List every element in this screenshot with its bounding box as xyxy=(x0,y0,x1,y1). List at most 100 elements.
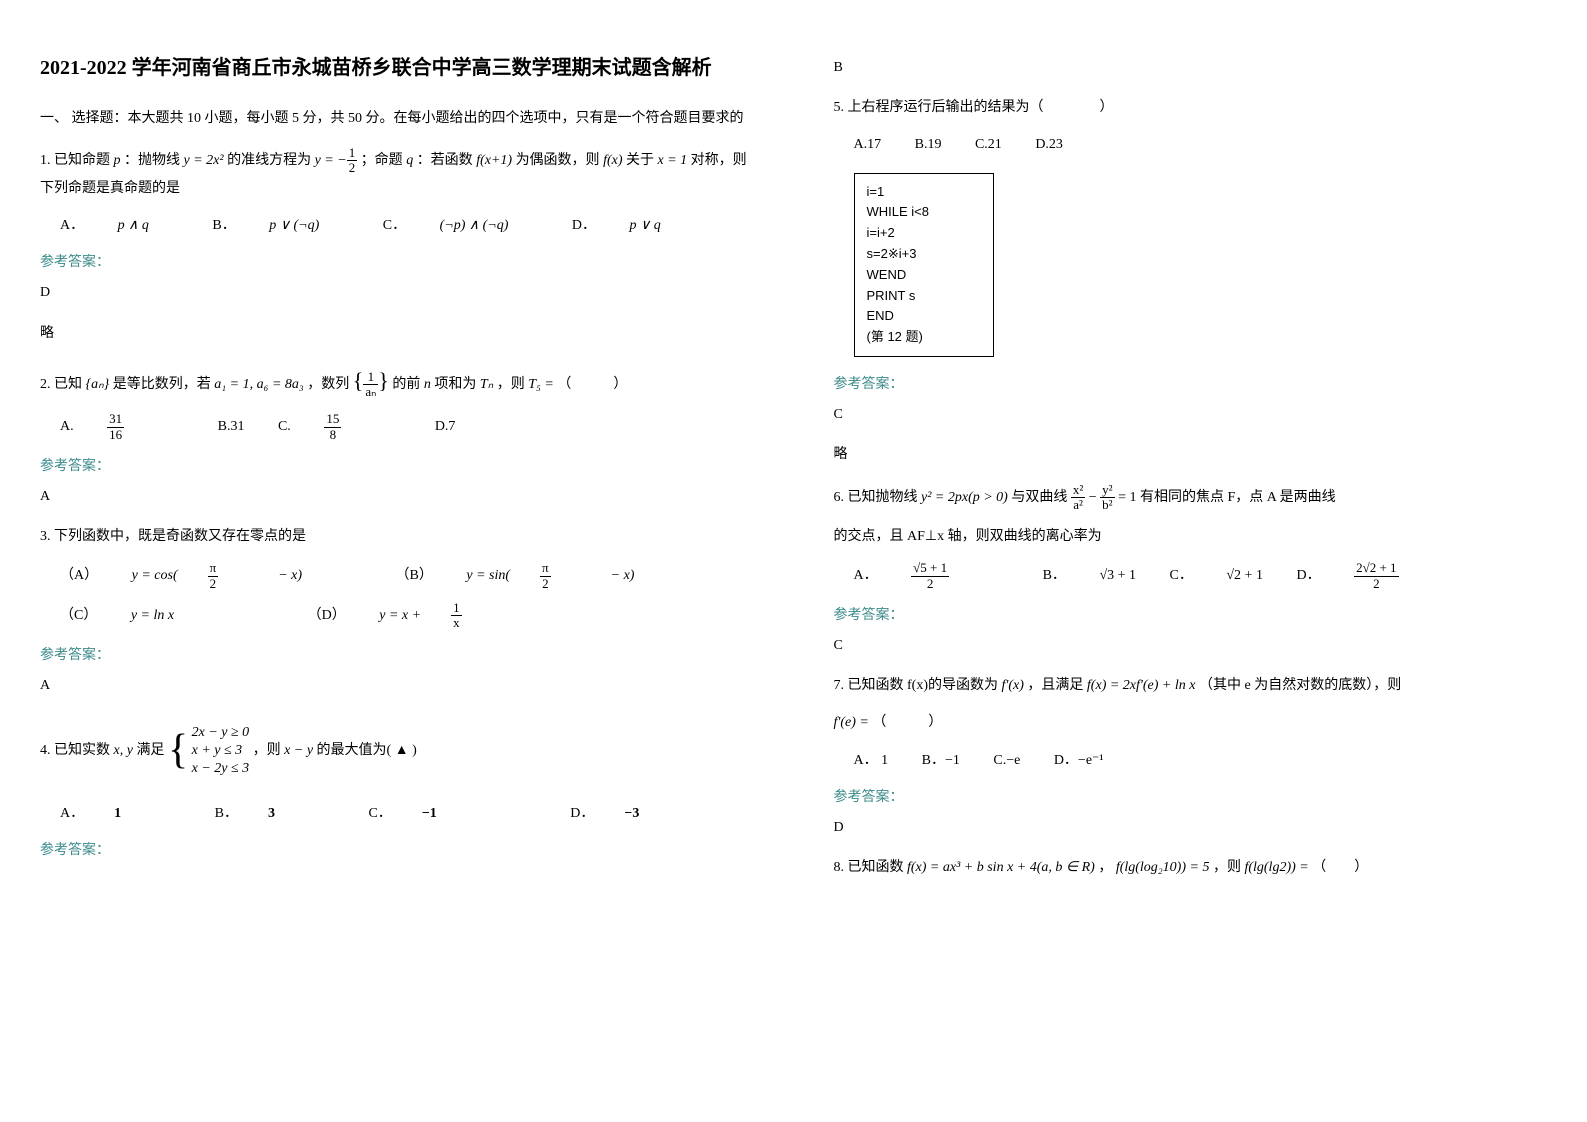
code-l1: i=1 xyxy=(867,182,981,203)
question-4: 4. 已知实数 x, y 满足 { 2x − y ≥ 0 x + y ≤ 3 x… xyxy=(40,713,754,789)
q3-optC: （C） xyxy=(60,603,97,628)
q2-answer-label: 参考答案： xyxy=(40,454,754,479)
q8-p1: ， xyxy=(1098,860,1112,875)
code-l4: s=2※i+3 xyxy=(867,244,981,265)
q6-optC: C． xyxy=(1170,563,1193,588)
q7-p3: （ ） xyxy=(872,715,942,730)
q4-optCv: −1 xyxy=(422,806,437,821)
q5-options: A.17 B.19 C.21 D.23 xyxy=(854,132,1548,157)
q2-optC: C. xyxy=(278,414,291,439)
q1-optC: C． xyxy=(383,213,406,238)
page-title: 2021-2022 学年河南省商丘市永城苗桥乡联合中学高三数学理期末试题含解析 xyxy=(40,50,754,86)
q6-text: 6. 已知抛物线 xyxy=(834,490,918,505)
q1-options: A． p ∧ q B． p ∨ (¬q) C． (¬p) ∧ (¬q) D． p… xyxy=(60,213,754,238)
question-7: 7. 已知函数 f(x)的导函数为 f'(x) ，且满足 f(x) = 2xf'… xyxy=(834,673,1548,698)
q5-optA: A.17 xyxy=(854,132,882,157)
q4-p1: 满足 xyxy=(136,743,164,758)
q4-answer: B xyxy=(834,55,1548,80)
q7-optA: A． 1 xyxy=(854,748,889,773)
q1-p5: 为偶函数，则 xyxy=(516,153,600,168)
q8-text: 8. 已知函数 xyxy=(834,860,904,875)
question-1: 1. 已知命题 p ：抛物线 y = 2x² 的准线方程为 y = −12 ；命… xyxy=(40,146,754,201)
q2-end: （ ） xyxy=(557,377,627,392)
q4-p3: 的最大值为( ▲ ) xyxy=(317,743,417,758)
q1-p1: ：抛物线 xyxy=(124,153,180,168)
q1-text: 1. 已知命题 xyxy=(40,153,110,168)
q4-optDv: −3 xyxy=(624,806,639,821)
q6-p2: 有相同的焦点 F，点 A 是两曲线 xyxy=(1140,490,1336,505)
q3-optD: （D） xyxy=(308,603,346,628)
q4-options: A． 1 B． 3 C． −1 D． −3 xyxy=(60,801,754,826)
q6-answer: C xyxy=(834,633,1548,658)
q3-answer-label: 参考答案： xyxy=(40,643,754,668)
q2-p5: ，则 xyxy=(497,377,525,392)
q5-optB: B.19 xyxy=(915,132,942,157)
q1-answer-label: 参考答案： xyxy=(40,250,754,275)
q7-answer: D xyxy=(834,815,1548,840)
q1-p2: 的准线方程为 xyxy=(227,153,311,168)
q7-optD: D．−e⁻¹ xyxy=(1054,748,1104,773)
q5-answer-label: 参考答案： xyxy=(834,372,1548,397)
q4-optAv: 1 xyxy=(114,806,121,821)
q2-optD: D.7 xyxy=(435,414,456,439)
q5-answer: C xyxy=(834,402,1548,427)
q6-optD: D． xyxy=(1296,563,1320,588)
q4-optB: B． xyxy=(215,801,238,826)
q1-p6: 关于 xyxy=(626,153,654,168)
q8-p2: ，则 xyxy=(1213,860,1241,875)
q4-p2: ，则 xyxy=(253,743,281,758)
q4-optA: A． xyxy=(60,801,84,826)
q6-answer-label: 参考答案： xyxy=(834,603,1548,628)
code-box: i=1 WHILE i<8 i=i+2 s=2※i+3 WEND PRINT s… xyxy=(854,173,994,357)
q1-optB: B． xyxy=(212,213,235,238)
code-l2: WHILE i<8 xyxy=(867,202,981,223)
q7-p2: （其中 e 为自然对数的底数），则 xyxy=(1199,678,1401,693)
left-column: 2021-2022 学年河南省商丘市永城苗桥乡联合中学高三数学理期末试题含解析 … xyxy=(0,0,794,1122)
q2-p4: 项和为 xyxy=(434,377,476,392)
q1-optD: D． xyxy=(572,213,596,238)
code-l3: i=i+2 xyxy=(867,223,981,244)
q4-optD: D． xyxy=(570,801,594,826)
code-l5: WEND xyxy=(867,265,981,286)
q6-options: A． √5 + 12 B． √3 + 1 C． √2 + 1 D． 2√2 + … xyxy=(854,561,1548,591)
q6-p1: 与双曲线 xyxy=(1011,490,1067,505)
question-6: 6. 已知抛物线 y² = 2px(p > 0) 与双曲线 x²a² − y²b… xyxy=(834,483,1548,513)
q2-answer: A xyxy=(40,484,754,509)
section-heading: 一、 选择题：本大题共 10 小题，每小题 5 分，共 50 分。在每小题给出的… xyxy=(40,106,754,131)
q2-p3: 的前 xyxy=(392,377,420,392)
q7-text: 7. 已知函数 f(x)的导函数为 xyxy=(834,678,999,693)
question-8: 8. 已知函数 f(x) = ax³ + b sin x + 4(a, b ∈ … xyxy=(834,855,1548,880)
q7-optB: B．−1 xyxy=(922,748,960,773)
q7-options: A． 1 B．−1 C.−e D．−e⁻¹ xyxy=(854,748,1548,773)
q1-note: 略 xyxy=(40,321,754,346)
code-l8: (第 12 题) xyxy=(867,327,981,348)
q4-optBv: 3 xyxy=(268,806,275,821)
q3-answer: A xyxy=(40,673,754,698)
q5-optD: D.23 xyxy=(1035,132,1063,157)
q2-text: 2. 已知 xyxy=(40,377,82,392)
q7-p3line: f'(e) = （ ） xyxy=(834,710,1548,735)
q8-end: （ ） xyxy=(1312,860,1368,875)
right-column: B 5. 上右程序运行后输出的结果为（ ） A.17 B.19 C.21 D.2… xyxy=(794,0,1587,1122)
q1-p3: ；命题 xyxy=(361,153,403,168)
q4-answer-label: 参考答案： xyxy=(40,838,754,863)
q6-optB: B． xyxy=(1043,563,1066,588)
q5-optC: C.21 xyxy=(975,132,1002,157)
q3-optA: （A） xyxy=(60,563,98,588)
code-l6: PRINT s xyxy=(867,286,981,307)
q6-optA: A． xyxy=(854,563,878,588)
q1-optA: A． xyxy=(60,213,84,238)
q2-p2: ，数列 xyxy=(307,377,349,392)
q7-answer-label: 参考答案： xyxy=(834,785,1548,810)
q3-options: （A） y = cos(π2 − x) （B） y = sin(π2 − x) … xyxy=(60,561,754,630)
q1-p4: ：若函数 xyxy=(417,153,473,168)
q2-options: A. 3116 B.31 C. 158 D.7 xyxy=(60,412,754,442)
q6-p3: 的交点，且 AF⊥x 轴，则双曲线的离心率为 xyxy=(834,524,1548,549)
q3-optB: （B） xyxy=(396,563,433,588)
q2-optA: A. xyxy=(60,414,74,439)
q5-note: 略 xyxy=(834,442,1548,467)
code-l7: END xyxy=(867,306,981,327)
q7-p1: ，且满足 xyxy=(1027,678,1083,693)
q4-text: 4. 已知实数 xyxy=(40,743,110,758)
q4-optC: C． xyxy=(368,801,391,826)
